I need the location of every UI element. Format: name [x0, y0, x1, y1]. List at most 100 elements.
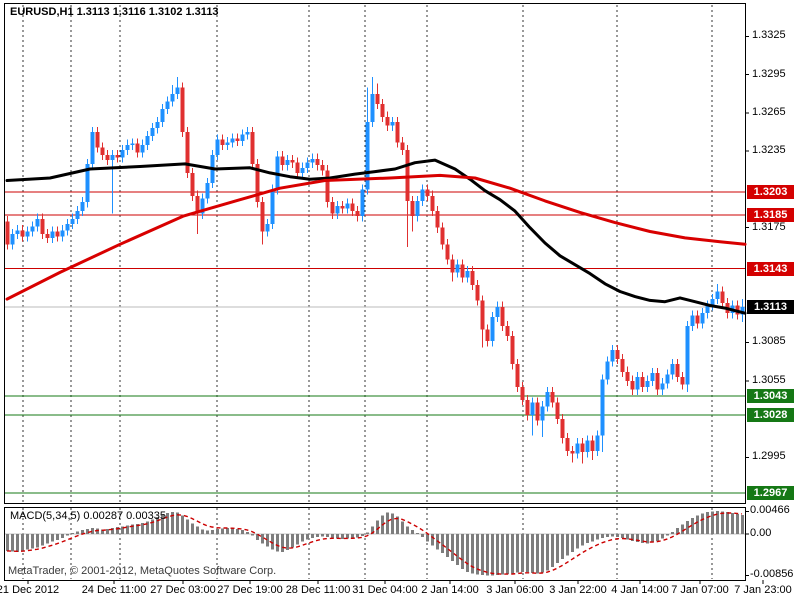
macd-histogram-bar	[466, 534, 469, 572]
macd-histogram-bar	[56, 534, 59, 540]
candle-body	[10, 234, 15, 245]
price-axis-label: 1.3235	[752, 144, 786, 157]
time-axis-label: 27 Dec 19:00	[217, 584, 283, 596]
macd-histogram-bar	[126, 525, 129, 534]
candle-body	[585, 440, 590, 453]
candle-body	[240, 134, 245, 141]
macd-histogram-bar	[71, 533, 74, 535]
candle-body	[345, 203, 350, 209]
macd-histogram-bar	[121, 526, 124, 534]
macd-histogram-bar	[406, 526, 409, 534]
price-axis-label: 1.3265	[752, 105, 786, 118]
price-level-flag: 1.3143	[747, 261, 794, 276]
candle-body	[675, 364, 680, 377]
macd-histogram-bar	[241, 530, 244, 534]
candle-body	[665, 374, 670, 384]
price-axis-label: 1.3055	[752, 373, 786, 386]
candle-body	[625, 371, 630, 381]
time-axis-label: 27 Dec 03:00	[150, 584, 216, 596]
macd-histogram-bar	[101, 529, 104, 534]
macd-histogram-bar	[331, 534, 334, 538]
candle-body	[395, 121, 400, 143]
candle-body	[550, 392, 555, 403]
candle-body	[390, 121, 395, 126]
time-axis-label: 24 Dec 11:00	[81, 584, 147, 596]
candle-body	[630, 380, 635, 390]
candle-body	[35, 218, 40, 227]
candle-body	[460, 264, 465, 278]
macd-histogram-bar	[151, 519, 154, 534]
candle-body	[335, 206, 340, 214]
candle-body	[510, 336, 515, 365]
macd-histogram-bar	[621, 534, 624, 538]
macd-histogram-bar	[91, 528, 94, 534]
macd-histogram-bar	[541, 534, 544, 573]
price-level-flag: 1.3043	[747, 389, 794, 404]
candle-body	[500, 306, 505, 326]
macd-histogram-bar	[106, 529, 109, 534]
macd-histogram-bar	[686, 520, 689, 534]
time-axis-label: 3 Jan 22:00	[549, 584, 607, 596]
macd-histogram-bar	[731, 513, 734, 534]
candle-body	[445, 244, 450, 260]
candle-body	[660, 383, 665, 390]
macd-panel-frame	[4, 507, 746, 581]
macd-histogram-bar	[461, 534, 464, 569]
macd-histogram-bar	[501, 534, 504, 575]
macd-histogram-bar	[571, 534, 574, 552]
candle-body	[265, 223, 270, 232]
candle-body	[340, 206, 345, 209]
candle-body	[605, 361, 610, 380]
macd-histogram-bar	[556, 534, 559, 564]
candle-body	[115, 155, 120, 158]
candle-body	[590, 440, 595, 451]
macd-histogram-bar	[296, 534, 299, 545]
price-level-flag: 1.2967	[747, 485, 794, 500]
macd-histogram-bar	[546, 534, 549, 571]
candle-body	[430, 195, 435, 212]
price-level-flag: 1.3185	[747, 207, 794, 222]
macd-histogram-bar	[376, 520, 379, 534]
candle-body	[470, 271, 475, 286]
macd-histogram-bar	[601, 534, 604, 538]
candle-body	[80, 202, 85, 212]
candle-body	[695, 315, 700, 324]
candle-body	[155, 121, 160, 129]
candle-body	[420, 189, 425, 201]
macd-histogram-bar	[386, 512, 389, 534]
candle-body	[410, 200, 415, 217]
macd-histogram-bar	[401, 521, 404, 534]
price-axis-label: 1.3175	[752, 220, 786, 233]
macd-histogram-bar	[596, 534, 599, 540]
macd-histogram-bar	[391, 513, 394, 534]
candle-body	[350, 203, 355, 212]
candle-body	[700, 313, 705, 324]
macd-histogram-bar	[701, 513, 704, 534]
macd-histogram-bar	[176, 512, 179, 534]
macd-histogram-bar	[26, 534, 29, 550]
macd-histogram-bar	[741, 515, 744, 534]
candle-body	[610, 350, 615, 362]
moving-average-black	[5, 158, 747, 315]
macd-histogram-bar	[236, 529, 239, 534]
macd-histogram-bar	[511, 534, 514, 574]
macd-histogram-bar	[276, 534, 279, 552]
macd-histogram-bar	[506, 534, 509, 575]
candle-body	[225, 142, 230, 145]
candle-body	[455, 264, 460, 273]
candle-body	[320, 165, 325, 171]
macd-histogram-bar	[426, 534, 429, 542]
macd-histogram-bar	[366, 532, 369, 534]
macd-histogram-bar	[551, 534, 554, 567]
candle-body	[220, 139, 225, 145]
candle-body	[185, 132, 190, 173]
candle-body	[560, 419, 565, 439]
macd-histogram-bar	[536, 534, 539, 574]
macd-histogram-bar	[181, 515, 184, 534]
macd-histogram-bar	[346, 534, 349, 539]
candle-body	[620, 359, 625, 372]
macd-histogram-bar	[186, 519, 189, 534]
macd-histogram-bar	[256, 534, 259, 540]
macd-histogram-bar	[81, 530, 84, 534]
